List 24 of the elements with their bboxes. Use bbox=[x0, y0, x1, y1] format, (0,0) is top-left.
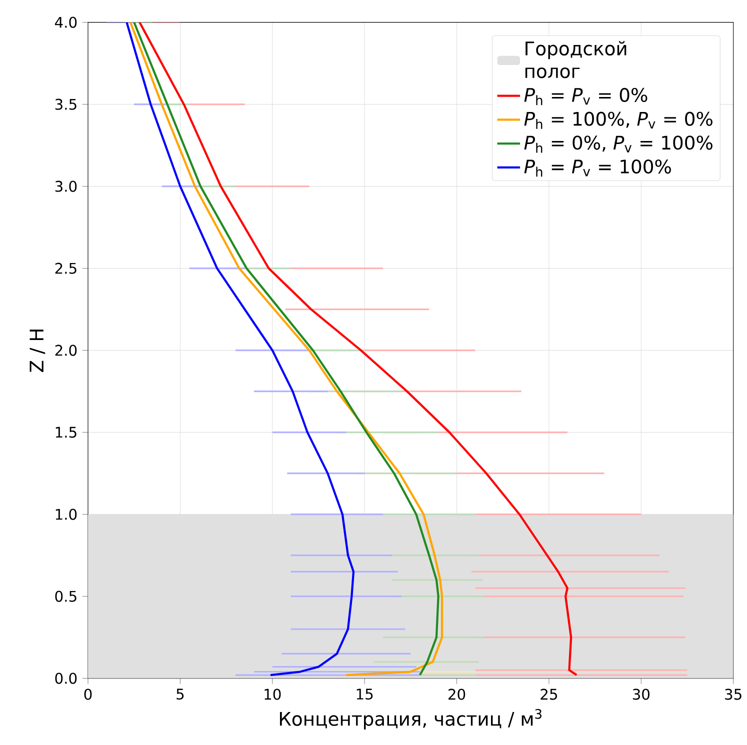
x-tick-label: 25 bbox=[540, 688, 557, 700]
x-tick-label: 15 bbox=[356, 688, 373, 700]
legend-label: Городской полог bbox=[525, 41, 626, 78]
y-tick-label: 1.0 bbox=[56, 508, 77, 520]
y-tick-label: 0.0 bbox=[55, 672, 77, 684]
legend-label: P$_{h}$ = P$_{v}$ = 0% bbox=[524, 88, 648, 106]
x-axis-title: Концентрация, частиц / м$^{3}$ bbox=[280, 708, 542, 730]
x-tick-label: 35 bbox=[725, 688, 742, 700]
x-tick-label: 10 bbox=[264, 688, 281, 700]
x-tick-label: 0 bbox=[84, 688, 92, 700]
y-tick-label: 1.5 bbox=[56, 426, 76, 438]
legend-label: P$_{h}$ = P$_{v}$ = 100% bbox=[524, 159, 671, 177]
y-axis-title: Z / H bbox=[30, 330, 46, 372]
x-tick-label: 30 bbox=[632, 688, 650, 700]
y-tick-label: 3.0 bbox=[55, 180, 77, 192]
legend-label: P$_{h}$ = 0%, P$_{v}$ = 100% bbox=[524, 136, 712, 153]
x-tick-label: 5 bbox=[176, 688, 184, 700]
y-tick-label: 4.0 bbox=[54, 16, 77, 28]
y-tick-label: 3.5 bbox=[55, 98, 76, 110]
y-tick-label: 2.5 bbox=[55, 262, 76, 274]
x-tick-label: 20 bbox=[448, 688, 466, 700]
y-tick-label: 0.5 bbox=[55, 590, 76, 602]
legend-label: P$_{h}$ = 100%, P$_{v}$ = 0% bbox=[524, 112, 712, 129]
y-tick-label: 2.0 bbox=[55, 344, 77, 356]
